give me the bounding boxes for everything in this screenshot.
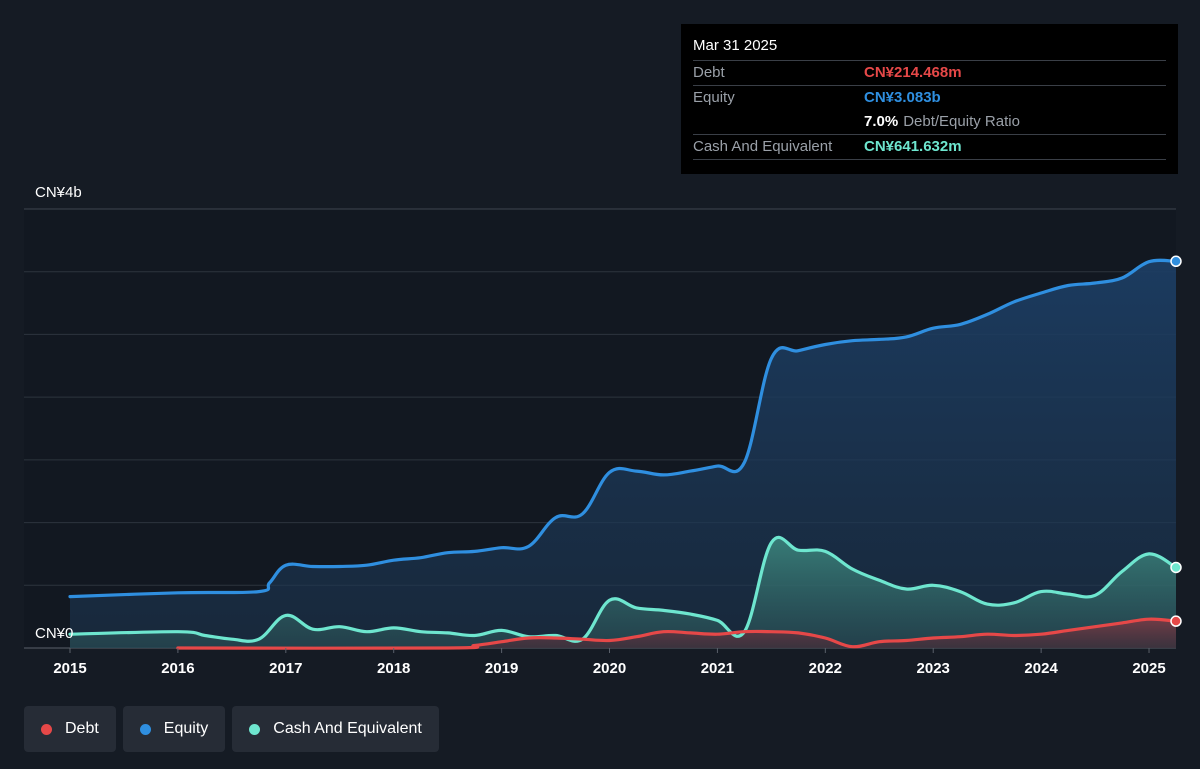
legend-label-debt: Debt (65, 720, 99, 737)
equity-dot-icon (139, 723, 151, 735)
x-tick-label: 2016 (161, 660, 194, 677)
x-tick-label: 2015 (53, 660, 86, 677)
x-tick-label: 2023 (917, 660, 950, 677)
x-tick-label: 2020 (593, 660, 626, 677)
legend-item-equity[interactable]: Equity (122, 706, 226, 752)
x-tick-label: 2022 (809, 660, 842, 677)
x-tick-label: 2024 (1024, 660, 1058, 677)
series-areas (70, 260, 1176, 649)
x-tick-label: 2017 (269, 660, 302, 677)
tooltip-ratio-value: 7.0% (864, 113, 899, 130)
legend-item-debt[interactable]: Debt (24, 706, 116, 752)
equity-area (70, 260, 1176, 648)
cash-line (68, 535, 1178, 643)
tooltip-equity-value: CN¥3.083b (864, 89, 941, 106)
equity-endpoint (1170, 255, 1182, 268)
series-endpoints (1170, 255, 1182, 627)
equity-line (68, 258, 1178, 599)
y-axis-labels: CN¥0 CN¥4b (35, 184, 82, 642)
x-tick-label: 2018 (377, 660, 410, 677)
y-tick-label: CN¥0 (35, 625, 73, 642)
y-tick-label: CN¥4b (35, 184, 82, 201)
debt-dot-icon (41, 723, 52, 735)
legend-label-cash: Cash And Equivalent (273, 720, 422, 737)
tooltip-cash-label: Cash And Equivalent (693, 138, 833, 155)
debt-line (176, 617, 1178, 650)
debt-area (177, 619, 1176, 649)
tooltip-equity-label: Equity (693, 89, 735, 106)
cash-endpoint (1170, 561, 1182, 574)
series-lines (68, 258, 1178, 650)
cash-area (70, 537, 1176, 648)
tooltip-ratio-label: Debt/Equity Ratio (903, 113, 1020, 130)
cash-dot-icon (249, 723, 261, 735)
x-tick-label: 2025 (1132, 660, 1165, 677)
tooltip-debt-label: Debt (693, 64, 725, 81)
tooltip-debt-value: CN¥214.468m (864, 64, 962, 81)
x-tick-label: 2021 (701, 660, 734, 677)
x-axis-labels: 2015 2016 2017 2018 2019 2020 2021 2022 2023 2024… (53, 648, 1166, 677)
x-tick-label: 2019 (485, 660, 518, 677)
chart-legend: Debt Equity Cash And Equivalent (24, 706, 439, 752)
debt-endpoint (1170, 615, 1182, 627)
legend-item-cash[interactable]: Cash And Equivalent (232, 706, 439, 752)
tooltip-date: Mar 31 2025 (693, 37, 778, 54)
tooltip-panel: Mar 31 2025 Debt CN¥214.468m Equity CN¥3… (681, 24, 1178, 174)
legend-label-equity: Equity (163, 720, 209, 737)
tooltip-cash-value: CN¥641.632m (864, 138, 962, 155)
